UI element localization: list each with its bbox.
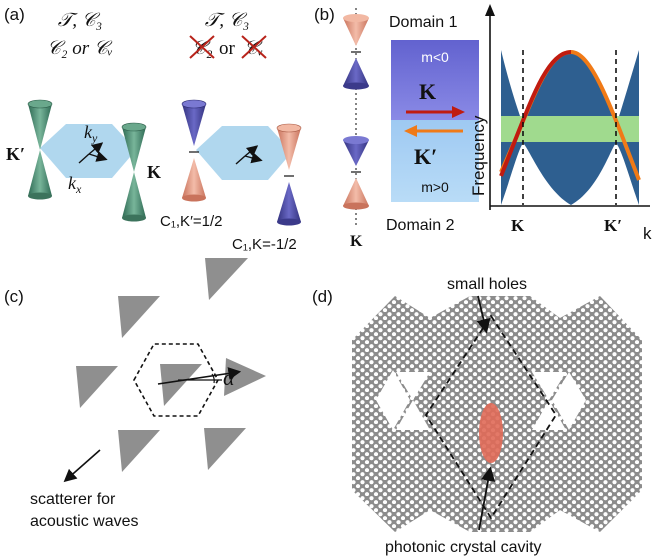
scatterer-pointer-arrow-icon <box>63 449 101 483</box>
slab-edge-notches <box>352 296 642 532</box>
brillouin-zone-right <box>196 126 292 180</box>
brillouin-zone-left <box>40 124 136 178</box>
scatterer-triangle <box>204 428 246 470</box>
valley-kprime-label: K′ <box>414 144 437 169</box>
orange-left-arrow-icon <box>404 125 463 137</box>
k-point-label: K <box>147 162 161 182</box>
left-symmetry-line2: 𝒞₂ or 𝒞ᵥ <box>47 38 113 59</box>
small-holes-label: small holes <box>447 276 527 293</box>
tick-k-label: K <box>511 216 525 235</box>
mass-positive-label: m>0 <box>421 179 449 195</box>
gapped-cone-right <box>276 123 302 226</box>
scatterer-triangle <box>76 366 118 408</box>
panel-b-label: (b) <box>314 5 335 24</box>
or-word: or <box>219 38 236 59</box>
small-holes-arrow-icon <box>476 295 491 334</box>
y-axis-arrow-icon <box>485 4 495 16</box>
cavity-arrow-icon <box>478 466 496 531</box>
left-symmetry-line1: 𝒯, 𝒞₃ <box>58 10 103 31</box>
domain1-block <box>391 40 479 120</box>
green-cone-kprime <box>27 99 53 200</box>
scatterer-lattice <box>76 258 266 472</box>
y-axis-label: Frequency <box>469 115 488 196</box>
scatterer-triangle <box>118 430 160 472</box>
gapped-cone-left <box>181 99 207 202</box>
k-axes-right-icon <box>235 145 263 165</box>
domain2-block <box>391 120 479 202</box>
domain2-label: Domain 2 <box>386 217 455 234</box>
cone-stack-domain1 <box>343 14 369 90</box>
panel-c: (c) α scatterer for acoustic waves <box>4 258 266 530</box>
red-right-arrow-icon <box>406 106 465 118</box>
x-axis-label: k <box>643 224 652 243</box>
panel-a-label: (a) <box>4 5 25 24</box>
photonic-crystal-cavity-region <box>479 403 503 463</box>
rotation-angle-indicator <box>157 367 242 385</box>
cone-stack-domain2 <box>343 136 369 210</box>
strike-cv-icon <box>241 35 267 59</box>
strike-c2-icon <box>189 35 215 59</box>
mass-negative-label: m<0 <box>421 49 449 65</box>
edge-state-red <box>499 50 572 177</box>
scatterer-triangle <box>160 364 202 406</box>
k-bottom-label: K <box>350 233 363 250</box>
lower-band-gap-left <box>501 143 571 205</box>
k-axes-left-icon <box>78 142 108 164</box>
panel-c-label: (c) <box>4 287 24 306</box>
panel-d-label: (d) <box>312 287 333 306</box>
scatterer-triangle <box>205 258 248 300</box>
band-diagram: Frequency K K′ k <box>469 4 652 243</box>
scatterer-triangle <box>118 296 160 338</box>
triangular-openings <box>376 370 586 430</box>
valley-k-label: K <box>419 79 436 104</box>
panel-b: (b) K Domain 1 m<0 K <box>314 4 652 250</box>
panel-d: (d) small holes <box>312 276 642 556</box>
right-symmetry-line1: 𝒯, 𝒞₃ <box>205 10 250 31</box>
domain1-label: Domain 1 <box>389 14 458 31</box>
kx-label: kx <box>68 173 82 196</box>
chern-number-k: C₁,K=-1/2 <box>232 236 297 253</box>
photonic-crystal-slab <box>352 296 642 532</box>
panel-a: (a) 𝒯, 𝒞₃ 𝒞₂ or 𝒞ᵥ 𝒯, 𝒞₃ 𝒞₂ or 𝒞ᵥ <box>4 5 302 253</box>
upper-band-gap-right <box>571 50 639 125</box>
cavity-label: photonic crystal cavity <box>385 539 542 556</box>
cavity-unit-rhombus <box>424 314 558 520</box>
tick-kprime-label: K′ <box>604 216 622 235</box>
kprime-point-label: K′ <box>6 144 25 164</box>
ky-label: ky <box>84 122 98 145</box>
chern-number-kprime: C₁,K′=1/2 <box>160 213 223 230</box>
alpha-label: α <box>223 365 235 390</box>
scatterer-caption-line1: scatterer for <box>30 491 116 508</box>
lower-band-gap-right <box>571 143 639 205</box>
scatterer-caption-line2: acoustic waves <box>30 513 139 530</box>
green-cone-k <box>121 122 147 222</box>
